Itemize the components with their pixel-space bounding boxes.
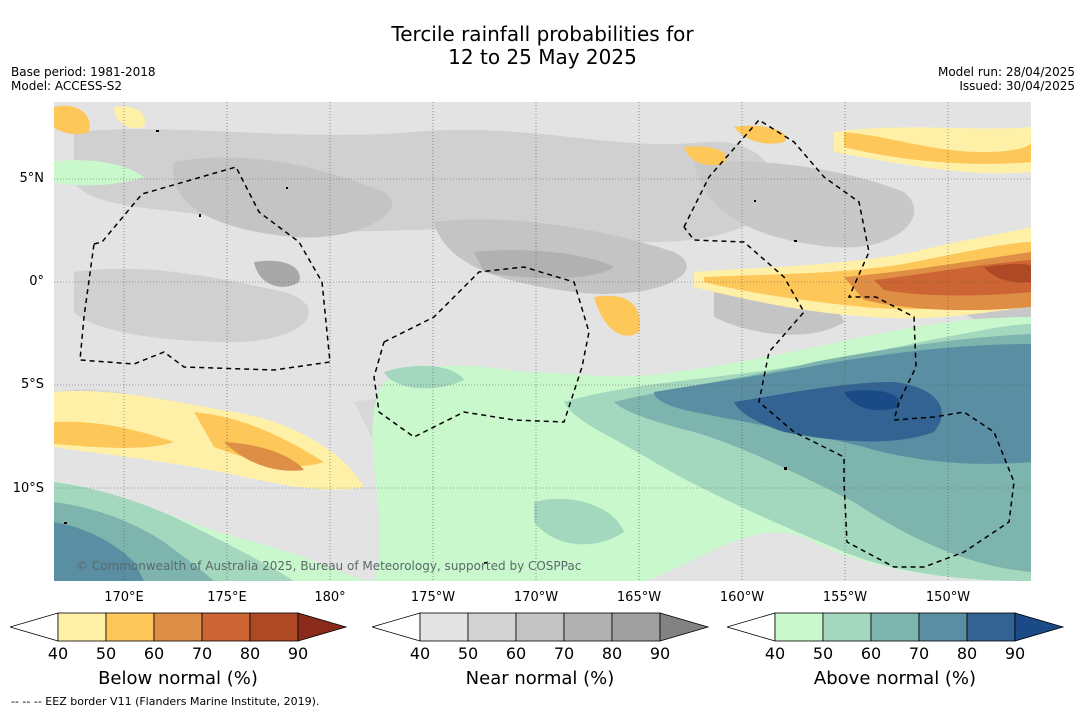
above-normal-legend-title: Above normal (%) (813, 668, 977, 689)
lon-label: 175°E (207, 590, 247, 605)
near-normal-colorbar (372, 612, 710, 642)
below-colorbar-segment (201, 612, 251, 642)
near-tick: 90 (649, 644, 671, 663)
eez-borders (79, 119, 1015, 568)
lon-label: 155°W (822, 590, 868, 605)
below-colorbar-start-triangle (10, 612, 59, 642)
lon-label: 150°W (925, 590, 971, 605)
near-colorbar-start-triangle (372, 612, 421, 642)
above-tick: 90 (1004, 644, 1026, 663)
near-colorbar-segment (515, 612, 565, 642)
above-tick: 40 (764, 644, 786, 663)
lon-label: 175°W (410, 590, 456, 605)
above-colorbar-end-triangle (1014, 612, 1065, 642)
near-colorbar-segment (611, 612, 661, 642)
below-normal-colorbar (10, 612, 348, 642)
below-colorbar-end-triangle (297, 612, 348, 642)
above-normal-areas (54, 160, 1031, 581)
map-grid (54, 102, 1031, 581)
above-colorbar-segment (918, 612, 968, 642)
near-colorbar-end-triangle (659, 612, 710, 642)
above-tick: 80 (956, 644, 978, 663)
meta-right: Model run: 28/04/2025 Issued: 30/04/2025 (938, 65, 1075, 93)
lat-label: 5°N (19, 171, 45, 186)
lon-label: 170°W (513, 590, 559, 605)
above-colorbar-segment (870, 612, 920, 642)
above-normal-colorbar (727, 612, 1065, 642)
map-title-line1: Tercile rainfall probabilities for (391, 22, 694, 46)
base-period-text: Base period: 1981-2018 (11, 65, 156, 79)
above-tick: 50 (812, 644, 834, 663)
below-colorbar-segment (153, 612, 203, 642)
below-normal-areas (54, 105, 1031, 490)
below-tick: 40 (47, 644, 69, 663)
map-title-line2: 12 to 25 May 2025 (448, 45, 637, 69)
near-tick: 50 (457, 644, 479, 663)
model-run-text: Model run: 28/04/2025 (937, 65, 1075, 79)
below-colorbar-segment (249, 612, 299, 642)
eez-border-footnote: -- -- -- EEZ border V11 (Flanders Marine… (11, 695, 320, 708)
lon-label: 170°E (104, 590, 144, 605)
below-tick: 60 (143, 644, 165, 663)
below-tick: 50 (95, 644, 117, 663)
above-colorbar-segment (966, 612, 1016, 642)
above-colorbar-start-triangle (727, 612, 776, 642)
near-colorbar-segment (563, 612, 613, 642)
near-tick: 70 (553, 644, 575, 663)
rainfall-map (54, 102, 1031, 581)
lat-label: 5°S (20, 377, 44, 392)
lon-label: 165°W (616, 590, 662, 605)
lon-label: 180° (314, 590, 346, 605)
below-colorbar-segment (57, 612, 107, 642)
above-tick: 60 (860, 644, 882, 663)
issued-text: Issued: 30/04/2025 (959, 79, 1075, 93)
near-tick: 60 (505, 644, 527, 663)
lat-label: 0° (29, 274, 44, 289)
near-tick: 40 (409, 644, 431, 663)
copyright-notice: © Commonwealth of Australia 2025, Bureau… (76, 559, 582, 573)
lat-label: 10°S (12, 481, 44, 496)
below-normal-legend-title: Below normal (%) (98, 668, 258, 689)
near-tick: 80 (601, 644, 623, 663)
meta-left: Base period: 1981-2018 Model: ACCESS-S2 (11, 65, 156, 93)
above-colorbar-segment (822, 612, 872, 642)
lon-label: 160°W (719, 590, 765, 605)
island-markers (64, 130, 797, 564)
near-colorbar-segment (467, 612, 517, 642)
below-tick: 90 (287, 644, 309, 663)
below-colorbar-segment (105, 612, 155, 642)
model-text: Model: ACCESS-S2 (11, 79, 123, 93)
above-colorbar-segment (774, 612, 824, 642)
near-colorbar-segment (419, 612, 469, 642)
near-normal-legend-title: Near normal (%) (465, 668, 615, 689)
above-tick: 70 (908, 644, 930, 663)
below-tick: 80 (239, 644, 261, 663)
below-tick: 70 (191, 644, 213, 663)
